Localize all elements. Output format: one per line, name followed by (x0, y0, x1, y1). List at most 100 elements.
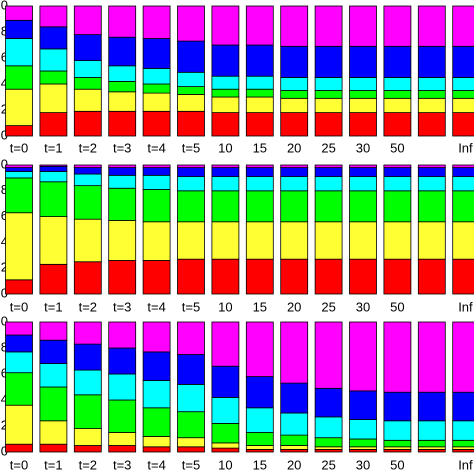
bar-segment (314, 321, 343, 389)
bar-segment (383, 5, 412, 47)
bar-segment (417, 190, 446, 223)
bar-segment (280, 5, 309, 47)
bar-segment (39, 112, 68, 137)
x-tick-label: 50 (390, 299, 404, 314)
bar-segment (417, 176, 446, 192)
y-tick-label: 1.0 (0, 156, 8, 171)
bar-segment (280, 412, 309, 436)
bar-segment (245, 167, 274, 178)
bar-segment (73, 369, 102, 396)
bar-segment (73, 261, 102, 295)
bar-segment (177, 71, 205, 88)
x-tick-label: t=3 (113, 299, 131, 314)
bar-segment (73, 88, 102, 112)
bar-segment (142, 351, 171, 381)
bar-segment (417, 258, 446, 295)
bar-segment (452, 176, 474, 192)
bar-segment (177, 110, 205, 137)
bar-segment (417, 391, 446, 422)
y-tick-label: 0.0 (0, 443, 8, 458)
bar-segment (142, 407, 171, 437)
bar-segment (177, 437, 205, 448)
bar-segment (73, 173, 102, 187)
x-tick-label: 20 (287, 457, 301, 472)
bar-segment (211, 5, 240, 46)
bar-segment (177, 446, 205, 453)
bar-segment (349, 97, 377, 114)
x-tick-label: 30 (356, 299, 370, 314)
bar-segment (142, 260, 171, 295)
x-tick-label: Inf (458, 299, 473, 314)
y-tick-label: 0.0 (0, 285, 8, 300)
bar-segment (73, 321, 102, 345)
bar-segment (108, 36, 137, 67)
x-tick-label: 25 (321, 299, 335, 314)
bar-segment (211, 167, 240, 178)
bar-segment (177, 167, 205, 178)
y-tick-label: 1.0 (0, 313, 8, 328)
bar-segment (280, 445, 309, 450)
bar-segment (177, 94, 205, 112)
y-tick-label: 0.6 (0, 208, 8, 223)
bar-segment (280, 77, 309, 91)
bar-segment (314, 437, 343, 448)
bar-segment (383, 391, 412, 422)
x-tick-label: t=0 (10, 299, 28, 314)
bar-segment (177, 258, 205, 295)
bar-segment (39, 70, 68, 85)
bar-segment (73, 77, 102, 90)
bar-segment (211, 44, 240, 77)
bar-segment (383, 176, 412, 192)
bar-segment (108, 5, 137, 38)
bar-segment (211, 96, 240, 113)
bar-segment (142, 92, 171, 112)
bar-segment (142, 321, 171, 353)
bar-segment (142, 446, 171, 453)
bar-segment (245, 96, 274, 113)
bar-segment (417, 167, 446, 178)
bar-segment (383, 77, 412, 91)
bar-segment (5, 334, 33, 353)
bar-segment (280, 176, 309, 192)
bar-segment (383, 167, 412, 178)
bar-segment (73, 428, 102, 446)
bar-segment (417, 97, 446, 114)
bar-segment (349, 112, 377, 137)
bar-segment (452, 97, 474, 114)
bar-segment (5, 19, 33, 39)
bar-segment (280, 382, 309, 414)
bar-segment (39, 181, 68, 218)
bar-segment (314, 164, 343, 168)
bar-segment (177, 164, 205, 168)
bar-segment (417, 45, 446, 78)
bar-segment (383, 420, 412, 441)
bar-segment (142, 5, 171, 39)
bar-segment (245, 190, 274, 223)
bar-segment (39, 48, 68, 72)
y-tick-label: 0.6 (0, 49, 8, 64)
bar-segment (417, 420, 446, 441)
bar-segment (383, 321, 412, 393)
bar-segment (108, 91, 137, 112)
bar-segment (108, 81, 137, 93)
bar-segment (452, 164, 474, 168)
bar-segment (280, 434, 309, 446)
bar-segment (314, 387, 343, 418)
bar-segment (5, 372, 33, 406)
bar-segment (39, 386, 68, 422)
bar-segment (39, 83, 68, 114)
bar-segment (452, 167, 474, 178)
bar-segment (73, 110, 102, 137)
bar-segment (142, 164, 171, 168)
bar-segment (245, 176, 274, 192)
bar-segment (108, 399, 137, 433)
bar-segment (280, 190, 309, 223)
bar-segment (211, 88, 240, 98)
bar-segment (314, 221, 343, 260)
bar-segment (39, 5, 68, 28)
x-tick-label: 10 (218, 457, 232, 472)
bar-segment (211, 221, 240, 260)
bar-segment (39, 216, 68, 265)
y-tick-label: 1.0 (0, 0, 8, 12)
